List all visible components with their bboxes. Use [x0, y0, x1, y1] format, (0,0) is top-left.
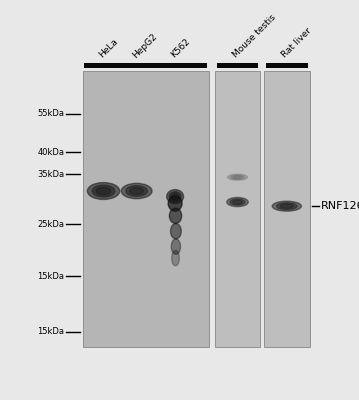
Ellipse shape [233, 176, 242, 179]
Text: 55kDa: 55kDa [37, 109, 64, 118]
Text: 15kDa: 15kDa [37, 272, 64, 281]
Ellipse shape [230, 199, 245, 205]
Text: HeLa: HeLa [97, 37, 120, 60]
Ellipse shape [233, 200, 242, 204]
Ellipse shape [171, 239, 181, 254]
Text: HepG2: HepG2 [130, 32, 158, 60]
Text: Rat liver: Rat liver [280, 26, 314, 60]
Bar [266, 63, 308, 68]
Ellipse shape [168, 196, 182, 211]
Text: RNF126: RNF126 [321, 201, 359, 211]
Ellipse shape [130, 188, 144, 194]
Ellipse shape [96, 187, 111, 195]
Ellipse shape [169, 208, 182, 224]
Bar [265, 71, 310, 347]
Text: Mouse testis: Mouse testis [231, 13, 278, 60]
Ellipse shape [227, 198, 248, 207]
Ellipse shape [121, 183, 152, 199]
Ellipse shape [230, 175, 244, 179]
Ellipse shape [272, 201, 302, 211]
Text: 25kDa: 25kDa [37, 220, 64, 228]
Ellipse shape [228, 174, 247, 180]
Ellipse shape [167, 190, 183, 204]
Ellipse shape [92, 185, 115, 197]
Ellipse shape [172, 250, 180, 266]
Bar [217, 63, 258, 68]
Ellipse shape [87, 182, 120, 200]
Text: 40kDa: 40kDa [37, 148, 64, 157]
Ellipse shape [276, 203, 297, 210]
Ellipse shape [171, 224, 181, 239]
Bar [215, 71, 260, 347]
Ellipse shape [126, 186, 148, 196]
Text: 35kDa: 35kDa [37, 170, 64, 179]
Ellipse shape [171, 194, 179, 200]
Ellipse shape [169, 192, 181, 201]
Bar [83, 71, 209, 347]
Text: K562: K562 [169, 37, 191, 60]
Text: 15kDa: 15kDa [37, 327, 64, 336]
Ellipse shape [280, 204, 293, 208]
Bar [84, 63, 208, 68]
